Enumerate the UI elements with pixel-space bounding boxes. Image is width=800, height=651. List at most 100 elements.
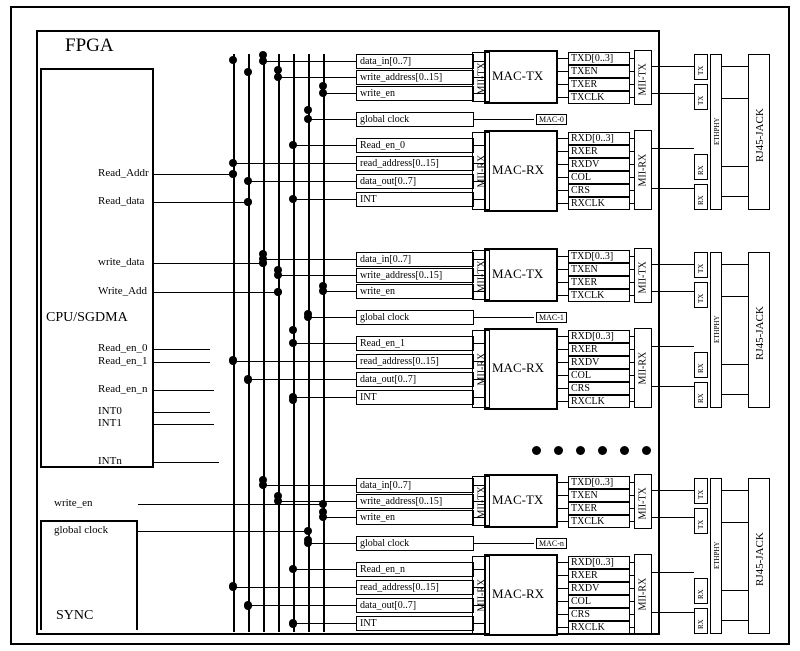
sig-rx-1-0: Read_en_1 [356,336,474,351]
sig-rx-2-0: Read_en_n [356,562,474,577]
d [304,115,312,123]
ethphy-lbl-2: ETHPHY [713,539,721,569]
sig-gclk-2: global clock [356,536,474,551]
mac-rx-lbl-0: MAC-RX [492,162,544,178]
w [558,614,568,615]
cpu-read_en_1: Read_en_1 [98,355,147,367]
rxpin-1-2: RXDV [568,356,630,369]
txpin-2-2: TXER [568,502,630,515]
txpin-2-1: TXEN [568,489,630,502]
w [278,275,356,276]
w [722,490,748,491]
w [558,575,568,576]
w [652,291,694,292]
txpin-1-1: TXEN [568,263,630,276]
w [558,58,568,59]
d [274,73,282,81]
rxpin-2-1: RXER [568,569,630,582]
cpu-write_data: write_data [98,256,144,268]
w [722,66,748,67]
w [652,188,694,189]
txpin-0-2: TXER [568,78,630,91]
txpin-2-0: TXD[0..3] [568,476,630,489]
bus-line-1 [248,54,250,632]
d [289,141,297,149]
w [652,264,694,265]
jdot [319,82,327,90]
w [263,61,356,62]
w [722,394,748,395]
w [233,163,356,164]
macid-2: MAC-n [536,538,567,549]
w [558,588,568,589]
phy-rx2-lbl-1: RX [697,385,705,403]
cpu-read_en_0: Read_en_0 [98,342,147,354]
w [154,362,194,363]
jdot [319,508,327,516]
w [722,166,748,167]
sig-rx-1-1: read_address[0..15] [356,354,474,369]
sig-gclk-1: global clock [356,310,474,325]
sync-label: SYNC [56,608,93,624]
w [308,543,356,544]
sig-rx-1-3: INT [356,390,474,405]
w [558,601,568,602]
mii-tx-out-lbl-0: MII-TX [638,60,649,96]
rxpin-2-2: RXDV [568,582,630,595]
w [293,569,356,570]
phy-tx1-lbl-2: TX [697,481,705,499]
w [722,620,748,621]
jdot [229,56,237,64]
phy-tx2-lbl-0: TX [697,87,705,105]
jdot [274,492,282,500]
ellipsis-4 [620,446,629,455]
mac-rx-lbl-1: MAC-RX [492,360,544,376]
w [558,84,568,85]
txpin-1-2: TXER [568,276,630,289]
w [558,256,568,257]
cpu-read_addr: Read_Addr [98,167,149,179]
w [154,424,214,425]
sig-rx-2-1: read_address[0..15] [356,580,474,595]
w [558,71,568,72]
w [474,543,534,544]
phy-rx2-lbl-0: RX [697,187,705,205]
jdot [244,376,252,384]
d [244,177,252,185]
w [293,623,356,624]
sig-tx-0-1: write_address[0..15] [356,70,474,85]
mac-rx-lbl-2: MAC-RX [492,586,544,602]
jdot [229,170,237,178]
macid-0: MAC-0 [536,114,567,125]
jdot [229,582,237,590]
rxpin-0-1: RXER [568,145,630,158]
d [229,159,237,167]
sig-tx-1-1: write_address[0..15] [356,268,474,283]
sig-tx-2-1: write_address[0..15] [356,494,474,509]
phy-rx1-lbl-1: RX [697,355,705,373]
cpu-write_add: Write_Add [98,285,147,297]
sig-rx-0-2: data_out[0..7] [356,174,474,189]
ellipsis-5 [642,446,651,455]
jdot [274,266,282,274]
w [558,269,568,270]
fpga-title: FPGA [65,35,114,57]
dot-sync-global_clock [304,527,312,535]
w [652,346,694,347]
d [289,565,297,573]
rxpin-1-1: RXER [568,343,630,356]
w [652,386,694,387]
ellipsis-2 [576,446,585,455]
d [289,195,297,203]
rj45-lbl-2: RJ45-JACK [754,526,766,586]
w [558,627,568,628]
mii-rx-out-lbl-0: MII-RX [638,151,649,187]
txpin-0-1: TXEN [568,65,630,78]
sig-tx-2-2: write_en [356,510,474,525]
jdot [259,259,267,267]
w [558,362,568,363]
d [289,339,297,347]
jdot [259,476,267,484]
w [722,522,748,523]
w [323,517,356,518]
